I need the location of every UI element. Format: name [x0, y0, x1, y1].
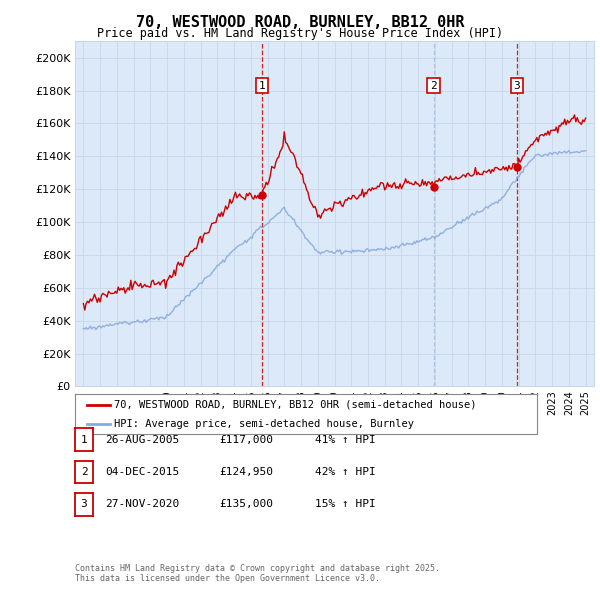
Text: Price paid vs. HM Land Registry's House Price Index (HPI): Price paid vs. HM Land Registry's House … [97, 27, 503, 40]
Text: 26-AUG-2005: 26-AUG-2005 [105, 435, 179, 444]
Text: 1: 1 [80, 435, 88, 444]
Text: 27-NOV-2020: 27-NOV-2020 [105, 500, 179, 509]
Text: 41% ↑ HPI: 41% ↑ HPI [315, 435, 376, 444]
Text: 1: 1 [258, 81, 265, 91]
Text: 15% ↑ HPI: 15% ↑ HPI [315, 500, 376, 509]
Text: 2: 2 [430, 81, 437, 91]
Text: £135,000: £135,000 [219, 500, 273, 509]
Text: HPI: Average price, semi-detached house, Burnley: HPI: Average price, semi-detached house,… [114, 419, 414, 428]
Text: Contains HM Land Registry data © Crown copyright and database right 2025.
This d: Contains HM Land Registry data © Crown c… [75, 563, 440, 583]
Text: 3: 3 [514, 81, 520, 91]
Text: £124,950: £124,950 [219, 467, 273, 477]
Text: 3: 3 [80, 500, 88, 509]
Text: 04-DEC-2015: 04-DEC-2015 [105, 467, 179, 477]
Text: 42% ↑ HPI: 42% ↑ HPI [315, 467, 376, 477]
Text: 70, WESTWOOD ROAD, BURNLEY, BB12 0HR (semi-detached house): 70, WESTWOOD ROAD, BURNLEY, BB12 0HR (se… [114, 400, 477, 410]
Text: £117,000: £117,000 [219, 435, 273, 444]
Text: 70, WESTWOOD ROAD, BURNLEY, BB12 0HR: 70, WESTWOOD ROAD, BURNLEY, BB12 0HR [136, 15, 464, 30]
Text: 2: 2 [80, 467, 88, 477]
